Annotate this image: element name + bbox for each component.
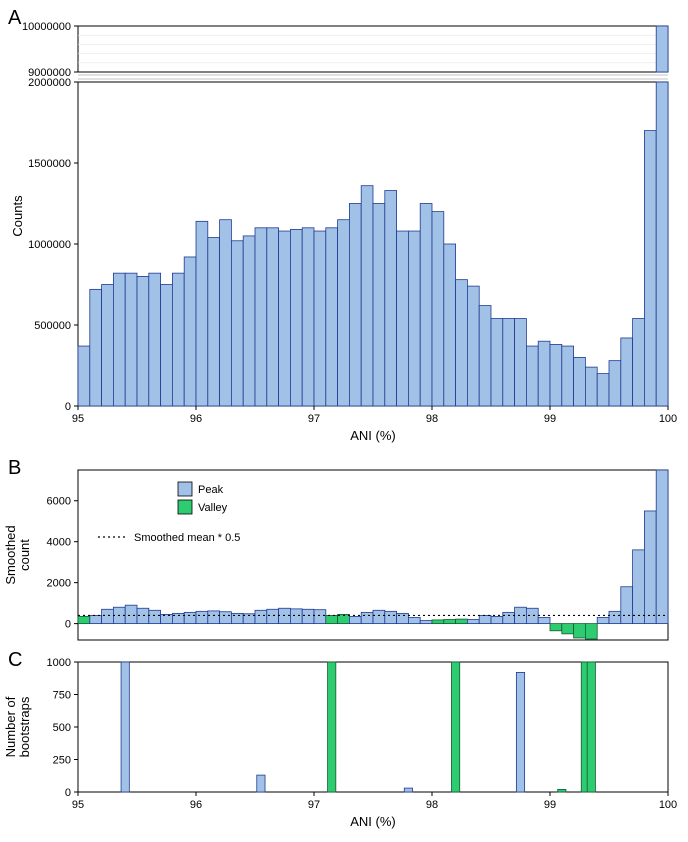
svg-text:0: 0 — [65, 787, 71, 799]
charts-svg: 0500000100000015000002000000900000010000… — [0, 0, 688, 842]
svg-text:9000000: 9000000 — [28, 67, 71, 79]
svg-text:2000: 2000 — [47, 578, 71, 590]
svg-text:98: 98 — [426, 799, 438, 811]
svg-text:97: 97 — [308, 799, 320, 811]
svg-text:750: 750 — [53, 690, 71, 702]
svg-text:500000: 500000 — [34, 320, 71, 332]
svg-text:95: 95 — [72, 413, 84, 425]
svg-text:99: 99 — [544, 413, 556, 425]
svg-text:C: C — [8, 649, 22, 671]
svg-text:A: A — [8, 7, 22, 29]
svg-text:Number of: Number of — [3, 696, 18, 757]
svg-text:100: 100 — [659, 413, 677, 425]
svg-text:0: 0 — [65, 401, 71, 413]
figure-root: 0500000100000015000002000000900000010000… — [0, 0, 688, 842]
svg-text:ANI (%): ANI (%) — [350, 428, 396, 443]
svg-text:97: 97 — [308, 413, 320, 425]
svg-text:Smoothed mean * 0.5: Smoothed mean * 0.5 — [134, 532, 240, 544]
svg-text:95: 95 — [72, 799, 84, 811]
svg-text:98: 98 — [426, 413, 438, 425]
svg-text:ANI (%): ANI (%) — [350, 814, 396, 829]
svg-text:250: 250 — [53, 755, 71, 767]
svg-text:Peak: Peak — [198, 484, 224, 496]
svg-text:100: 100 — [659, 799, 677, 811]
svg-text:4000: 4000 — [47, 537, 71, 549]
svg-text:1000000: 1000000 — [28, 239, 71, 251]
svg-text:1000: 1000 — [47, 657, 71, 669]
svg-text:Smoothed: Smoothed — [3, 525, 18, 584]
svg-text:B: B — [8, 457, 21, 479]
svg-text:count: count — [17, 539, 32, 571]
svg-text:500: 500 — [53, 722, 71, 734]
svg-text:99: 99 — [544, 799, 556, 811]
svg-text:96: 96 — [190, 413, 202, 425]
svg-text:10000000: 10000000 — [22, 21, 71, 33]
svg-text:Counts: Counts — [10, 195, 25, 237]
svg-text:bootstraps: bootstraps — [17, 696, 32, 757]
svg-text:0: 0 — [65, 619, 71, 631]
svg-text:1500000: 1500000 — [28, 158, 71, 170]
svg-text:Valley: Valley — [198, 502, 228, 514]
svg-text:96: 96 — [190, 799, 202, 811]
svg-text:6000: 6000 — [47, 496, 71, 508]
